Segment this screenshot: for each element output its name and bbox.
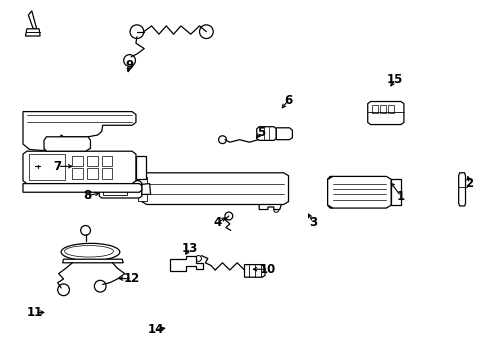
Polygon shape <box>244 265 264 277</box>
Polygon shape <box>276 128 292 140</box>
Text: 12: 12 <box>123 272 140 285</box>
Bar <box>379 105 385 113</box>
Polygon shape <box>170 256 203 271</box>
Text: 6: 6 <box>284 94 292 107</box>
Polygon shape <box>62 259 123 263</box>
Polygon shape <box>390 179 400 205</box>
Text: 8: 8 <box>83 189 91 202</box>
Text: 4: 4 <box>213 216 221 229</box>
Polygon shape <box>44 137 90 151</box>
Bar <box>87 156 98 166</box>
Polygon shape <box>256 127 276 140</box>
Text: 1: 1 <box>396 190 404 203</box>
Text: 2: 2 <box>465 177 472 190</box>
Circle shape <box>269 174 277 182</box>
Text: 3: 3 <box>308 216 316 229</box>
Bar <box>102 168 112 179</box>
Polygon shape <box>136 156 145 179</box>
Polygon shape <box>99 181 142 198</box>
Polygon shape <box>142 184 150 194</box>
Ellipse shape <box>64 246 113 257</box>
Bar <box>87 168 98 179</box>
Bar <box>102 184 127 195</box>
Circle shape <box>130 25 143 39</box>
Bar <box>72 156 83 166</box>
Bar <box>387 105 393 113</box>
Text: 10: 10 <box>259 263 276 276</box>
Text: 11: 11 <box>27 306 43 319</box>
Polygon shape <box>367 102 403 125</box>
Bar <box>371 105 377 113</box>
Text: 15: 15 <box>386 73 403 86</box>
Polygon shape <box>25 29 40 36</box>
Text: 5: 5 <box>257 126 265 139</box>
Circle shape <box>273 198 278 203</box>
Circle shape <box>123 55 135 66</box>
Text: 9: 9 <box>125 59 133 72</box>
Circle shape <box>172 261 180 269</box>
Circle shape <box>145 196 153 204</box>
Polygon shape <box>327 205 332 208</box>
Polygon shape <box>28 11 37 29</box>
Circle shape <box>259 202 266 209</box>
Polygon shape <box>327 176 390 208</box>
Polygon shape <box>142 173 288 204</box>
Circle shape <box>273 207 278 212</box>
Circle shape <box>35 115 43 123</box>
Polygon shape <box>458 173 465 206</box>
Circle shape <box>58 284 69 296</box>
Polygon shape <box>327 176 332 179</box>
Text: 7: 7 <box>54 160 61 173</box>
Circle shape <box>269 196 277 204</box>
Polygon shape <box>138 177 146 184</box>
Circle shape <box>199 25 213 39</box>
Polygon shape <box>138 186 146 192</box>
Bar <box>29 154 64 180</box>
Circle shape <box>218 136 226 144</box>
Circle shape <box>145 174 153 182</box>
Circle shape <box>94 280 106 292</box>
Polygon shape <box>259 197 281 210</box>
Polygon shape <box>23 151 136 184</box>
Ellipse shape <box>61 243 120 261</box>
Text: 14: 14 <box>147 323 163 336</box>
Circle shape <box>81 225 90 235</box>
Circle shape <box>195 256 201 261</box>
Text: 13: 13 <box>181 242 198 255</box>
Polygon shape <box>23 112 136 150</box>
Polygon shape <box>23 184 142 192</box>
Bar <box>72 168 83 179</box>
Polygon shape <box>138 194 146 201</box>
Bar <box>102 156 112 166</box>
Circle shape <box>224 212 232 220</box>
